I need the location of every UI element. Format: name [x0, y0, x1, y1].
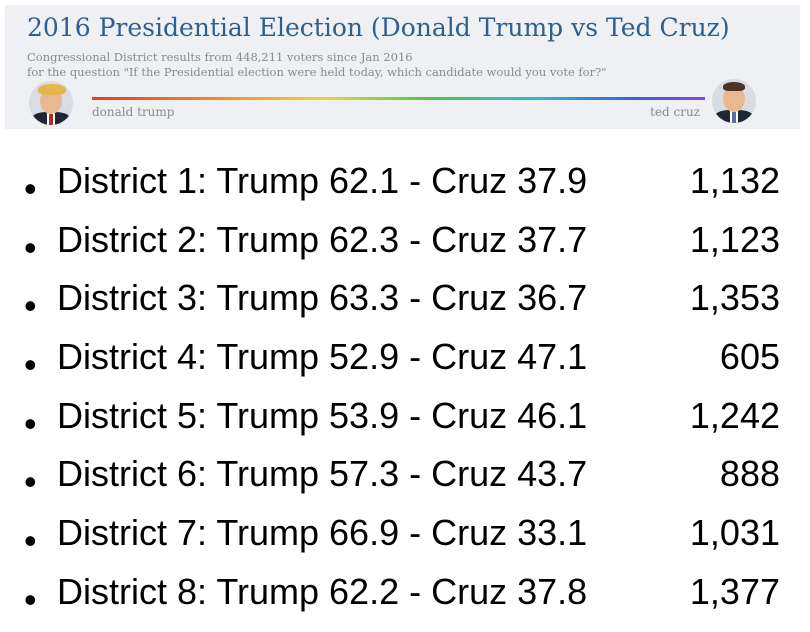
candidate-right-label: ted cruz: [650, 105, 700, 119]
voter-count: 1,123: [689, 218, 780, 260]
bullet: •: [24, 520, 37, 562]
bullet: •: [24, 285, 37, 327]
poll-banner: 2016 Presidential Election (Donald Trump…: [5, 5, 800, 129]
district-result-text: District 2: Trump 62.3 - Cruz 37.7: [57, 218, 588, 260]
voter-count: 1,353: [689, 277, 780, 319]
voter-count: 888: [719, 453, 780, 495]
district-result-text: District 5: Trump 53.9 - Cruz 46.1: [57, 394, 588, 436]
banner-subtitle-line-1: Congressional District results from 448,…: [27, 50, 413, 64]
voter-count: 1,242: [689, 394, 780, 436]
district-result-text: District 7: Trump 66.9 - Cruz 33.1: [57, 512, 588, 554]
bullet: •: [24, 226, 37, 268]
district-result-text: District 4: Trump 52.9 - Cruz 47.1: [57, 336, 588, 378]
voter-count: 1,031: [689, 512, 780, 554]
trump-avatar: [29, 81, 73, 125]
banner-title: 2016 Presidential Election (Donald Trump…: [27, 13, 730, 42]
district-result-text: District 1: Trump 62.1 - Cruz 37.9: [57, 160, 588, 201]
district-result-text: District 6: Trump 57.3 - Cruz 43.7: [57, 453, 588, 495]
banner-subtitle: Congressional District results from 448,…: [27, 50, 607, 80]
cruz-avatar: [712, 79, 756, 123]
banner-subtitle-line-2: for the question "If the Presidential el…: [27, 65, 607, 79]
spectrum-bar: [92, 97, 705, 100]
voter-count: 1,377: [689, 570, 780, 612]
bullet: •: [24, 402, 37, 444]
bullet: •: [24, 578, 37, 620]
district-result-text: District 8: Trump 62.2 - Cruz 37.8: [57, 570, 588, 612]
voter-count: 1,132: [689, 160, 780, 201]
bullet: •: [24, 344, 37, 386]
voter-count: 605: [719, 336, 780, 378]
bullet: •: [24, 461, 37, 503]
bullet: •: [24, 168, 37, 209]
candidate-left-label: donald trump: [92, 105, 175, 119]
district-result-text: District 3: Trump 63.3 - Cruz 36.7: [57, 277, 588, 319]
